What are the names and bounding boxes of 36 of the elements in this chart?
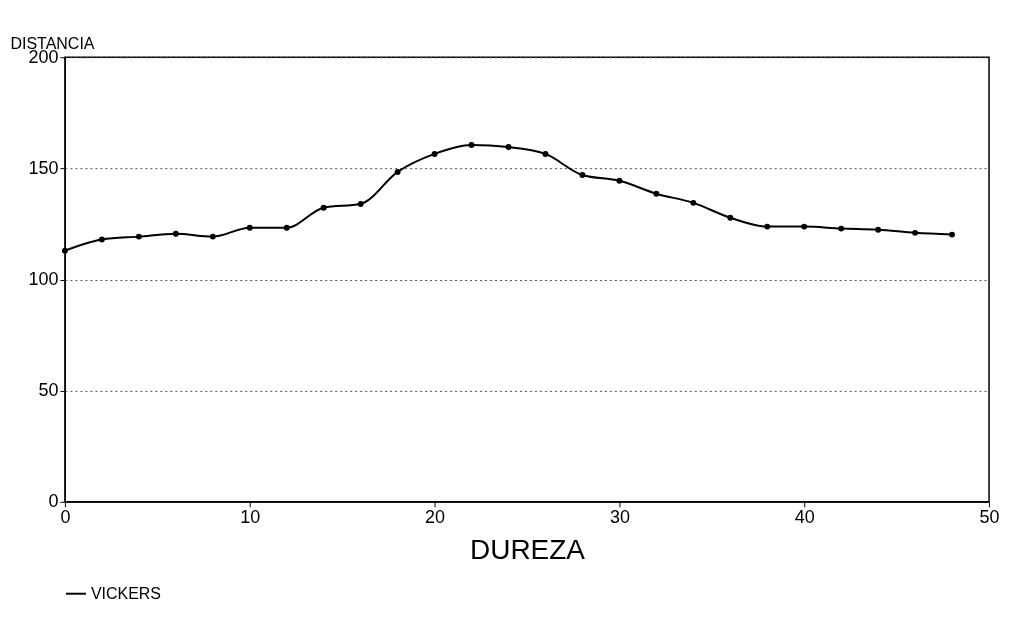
point — [616, 177, 623, 184]
point — [764, 223, 771, 230]
point — [283, 224, 290, 231]
point — [394, 168, 401, 175]
point — [912, 229, 919, 236]
point — [653, 190, 660, 197]
y-tick-label: 150 — [28, 157, 59, 178]
point — [875, 226, 882, 233]
point — [320, 204, 327, 211]
point — [209, 233, 216, 240]
x-tick-label: 50 — [979, 507, 1000, 528]
point — [505, 144, 512, 150]
point — [727, 214, 734, 221]
x-axis-title: DUREZA — [469, 534, 586, 566]
point — [172, 230, 179, 237]
point — [949, 231, 956, 238]
point — [542, 150, 549, 157]
legend-label: VICKERS — [90, 584, 162, 602]
point — [838, 225, 845, 232]
x-tick-label: 40 — [794, 507, 815, 528]
y-tick-label: 50 — [38, 380, 59, 401]
x-tick-label: 30 — [609, 507, 630, 528]
point — [246, 224, 253, 231]
point — [431, 150, 438, 157]
point — [579, 172, 586, 178]
point — [98, 236, 105, 243]
point — [801, 223, 808, 230]
point — [690, 199, 697, 206]
point — [135, 233, 142, 240]
x-tick-label: 20 — [425, 507, 446, 528]
y-tick-label: 100 — [28, 269, 59, 290]
point — [468, 142, 475, 148]
x-tick-label: 10 — [240, 507, 261, 528]
point — [61, 247, 68, 254]
y-tick-label: 0 — [48, 491, 59, 512]
point — [357, 201, 364, 207]
